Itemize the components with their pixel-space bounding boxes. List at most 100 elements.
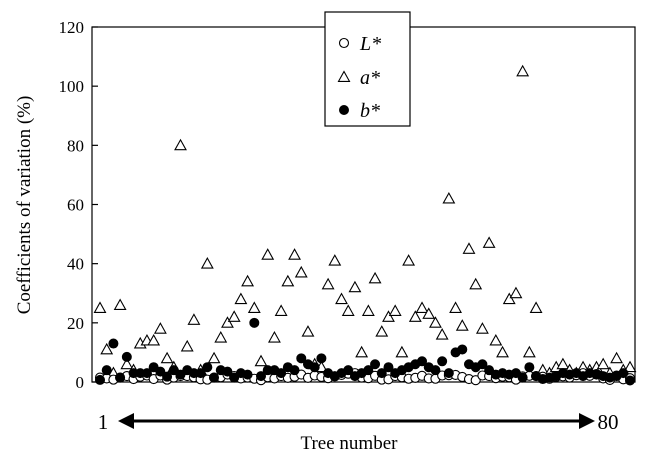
data-point [618,368,629,379]
data-point [457,344,468,355]
data-point [187,313,201,325]
data-point [516,64,530,77]
data-point [556,357,570,370]
data-point [101,365,112,376]
data-point [442,191,456,204]
series-b-star [95,317,635,386]
y-axis-title: Coefficients of variation (%) [14,96,35,315]
y-tick-label: 80 [67,136,84,155]
x-axis-title: Tree number [301,433,399,454]
data-point [247,301,261,313]
data-point [355,345,369,358]
data-point [469,277,483,290]
data-point [121,351,132,362]
data-point [160,351,174,364]
data-point [477,359,488,370]
data-point [174,138,187,151]
data-point [422,307,436,319]
series-a-star [93,64,637,379]
data-point [207,351,221,364]
data-point [368,271,382,284]
data-point [449,301,463,313]
data-point [214,330,228,343]
data-point [288,248,301,260]
data-point [141,368,152,379]
data-point [482,236,496,248]
data-point [120,357,134,370]
legend: L* a* b* [324,11,411,127]
data-point [383,362,394,373]
data-point [596,357,610,370]
legend-marker [338,37,350,49]
data-point [522,345,536,358]
data-point [294,265,308,278]
data-point [376,368,387,379]
data-point [462,242,476,254]
legend-marker [339,105,349,115]
data-point [153,322,167,334]
data-point [437,356,448,367]
y-tick-label: 100 [59,77,85,96]
data-point [502,292,516,305]
data-point [430,365,441,376]
data-point [180,339,194,352]
data-point [375,325,389,337]
data-point [610,351,624,364]
y-tick-label: 20 [67,314,84,333]
legend-label: L* [359,33,381,55]
data-point [147,333,161,346]
data-point [222,366,233,377]
x-axis-arrow [118,413,595,429]
data-point [309,362,320,373]
data-point [195,368,206,379]
data-point [509,286,523,299]
data-point [370,359,381,370]
legend-label: b* [360,100,380,122]
data-point [363,365,374,376]
data-point [227,310,241,322]
data-point [113,298,127,311]
data-point [234,292,248,305]
data-point [475,322,489,334]
data-point [261,248,275,260]
data-point [382,310,395,322]
data-point [443,368,454,379]
data-point [417,356,428,367]
data-point [95,374,105,385]
data-point [524,362,535,373]
data-point [408,310,422,322]
data-point [529,301,543,313]
data-point [155,366,166,377]
y-tick-label: 120 [59,18,85,37]
data-point [256,371,267,382]
data-point [249,317,260,328]
data-point [455,319,469,331]
data-point [202,362,213,373]
data-point [276,368,287,379]
data-point [435,328,449,340]
data-point [343,365,354,376]
data-point [200,257,214,269]
y-tick-label: 0 [76,373,85,392]
data-point [108,338,119,349]
data-point [470,375,481,386]
data-point [335,292,348,305]
data-point [348,280,362,293]
legend-label: a* [360,67,380,89]
data-point [623,360,637,373]
data-point [267,330,281,343]
data-point [402,254,416,266]
data-point [301,325,315,337]
data-point [489,333,503,346]
data-points [93,64,637,386]
data-point [395,345,409,358]
data-point [241,274,255,287]
data-point [221,316,234,328]
data-point [296,353,307,364]
legend-marker [337,70,351,82]
data-point [429,316,442,328]
y-axis-ticks: 0 20 40 60 80 100 120 [59,18,98,392]
data-point [388,304,402,316]
data-point [415,301,429,313]
